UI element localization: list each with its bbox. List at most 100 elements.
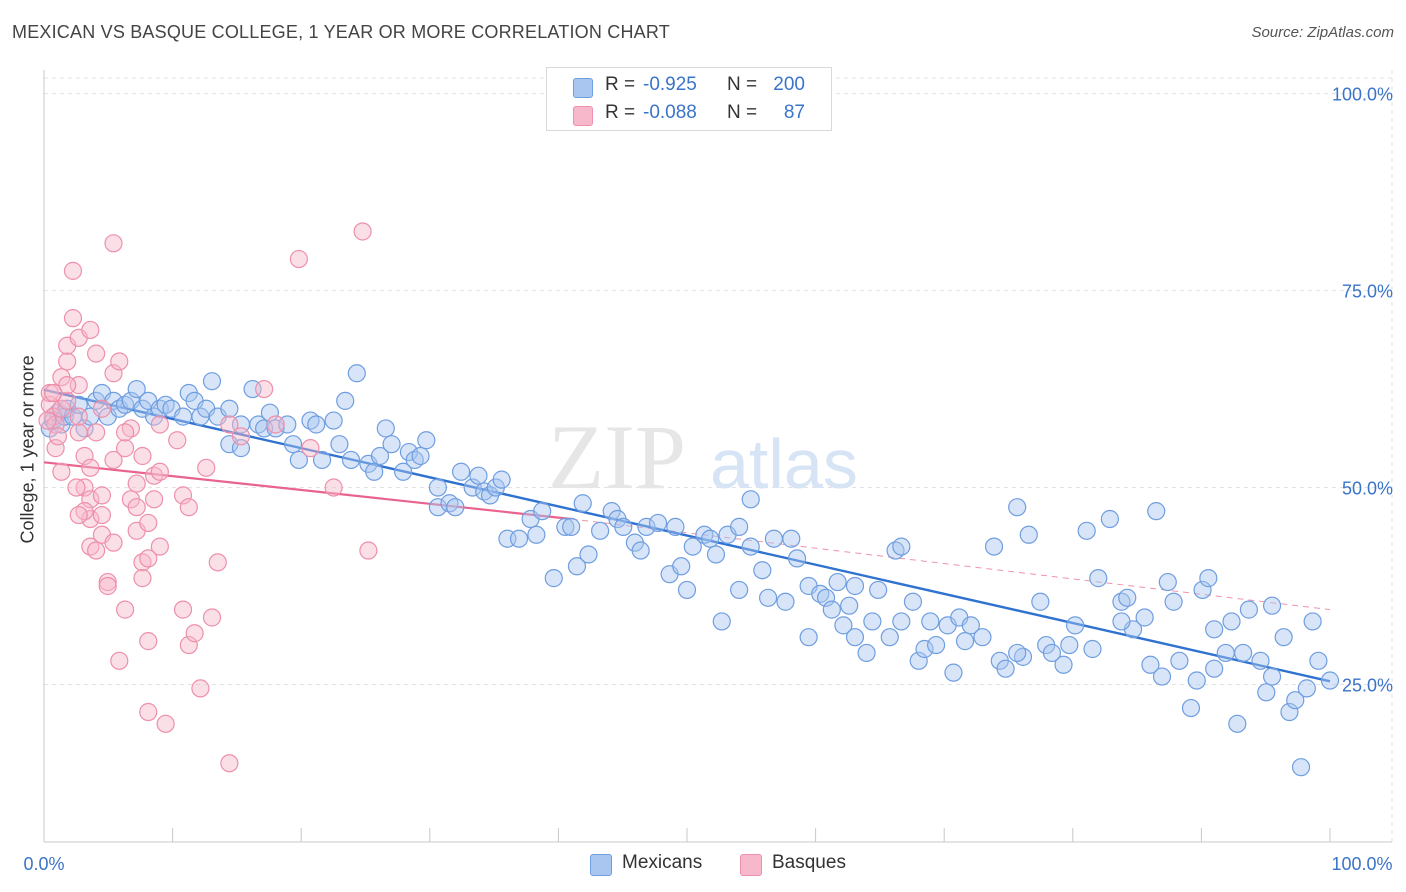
point-mexicans [324,411,343,430]
point-mexicans [776,592,795,611]
point-mexicans [840,596,859,615]
point-mexicans [1019,525,1038,544]
point-mexicans [822,600,841,619]
point-mexicans [127,379,146,399]
point-mexicans [637,517,656,536]
point-mexicans [312,450,332,470]
point-mexicans [556,517,575,536]
point-mexicans [672,557,691,576]
point-mexicans [1239,600,1259,619]
point-mexicans [469,466,488,485]
legend-r-value: -0.088 [643,102,697,123]
legend-n-value: 200 [773,74,805,95]
point-mexicans [845,576,865,596]
point-mexicans [799,628,818,647]
legend-r-label: R = [605,102,636,123]
point-mexicans [1262,596,1282,615]
point-mexicans [446,498,465,517]
point-basques [69,505,88,525]
point-mexicans [758,588,778,607]
y-tick-label: 25.0% [1342,675,1393,695]
point-mexicans [1216,643,1235,663]
point-mexicans [341,450,361,470]
point-mexicans [880,628,899,647]
point-mexicans [1042,643,1062,663]
point-basques [127,474,146,493]
point-mexicans [955,632,975,651]
stats-legend: R = -0.925 N = 200 R = -0.088 N = 87 [546,67,832,131]
point-mexicans [289,450,308,470]
point-mexicans [648,513,668,533]
legend-n-label: N = [727,74,758,95]
point-basques [75,446,94,466]
point-mexicans [828,572,847,592]
point-basques [98,576,117,596]
point-basques [266,415,285,434]
point-mexicans [527,525,546,544]
point-mexicans [567,557,587,576]
point-mexicans [741,490,760,509]
point-mexicans [903,592,923,611]
point-mexicans [260,403,280,422]
point-mexicans [336,391,355,410]
point-mexicans [845,628,865,647]
point-mexicans [816,588,836,607]
point-mexicans [1262,667,1282,686]
point-basques [150,462,169,481]
legend-n-value: 87 [783,102,805,123]
point-basques [173,486,193,505]
point-basques [255,379,274,399]
point-basques [202,608,222,627]
point-mexicans [944,663,963,682]
point-mexicans [1170,651,1189,670]
y-tick-label: 50.0% [1342,479,1393,499]
point-basques [139,632,158,651]
point-mexicans [1158,572,1177,592]
point-mexicans [996,659,1015,678]
point-basques [133,446,152,466]
point-basques [104,364,123,383]
point-mexicans [579,545,598,564]
point-mexicans [1112,612,1131,631]
point-basques [231,427,251,446]
point-mexicans [463,478,482,497]
y-tick-label: 100.0% [1332,85,1393,105]
point-mexicans [1193,580,1212,600]
point-mexicans [266,419,285,438]
point-mexicans [283,435,303,454]
point-basques [115,423,135,442]
point-basques [46,439,65,458]
point-mexicans [1060,635,1079,655]
point-mexicans [1228,714,1247,733]
trend-lines [43,388,1331,683]
point-mexicans [1164,592,1183,611]
point-mexicans [631,541,650,560]
point-mexicans [869,580,888,600]
point-basques [38,411,57,430]
point-mexicans [330,435,349,454]
point-mexicans [220,399,239,418]
point-mexicans [1303,612,1322,631]
point-mexicans [1008,643,1027,663]
point-mexicans [1147,502,1166,521]
point-basques [110,651,129,670]
tick-labels: 25.0% 50.0% 75.0% 100.0% 0.0% 100.0% [23,85,1393,874]
point-basques [139,702,158,722]
point-basques [87,344,106,363]
point-mexicans [915,639,934,659]
axes [43,70,1392,843]
point-basques [191,679,210,698]
x-tick-label: 0.0% [23,854,64,874]
point-basques [301,439,320,458]
point-basques [179,498,198,517]
point-mexicans [1199,569,1218,588]
point-mexicans [1286,691,1305,710]
point-mexicans [1297,679,1316,698]
point-basques [98,572,117,592]
point-mexicans [1089,569,1108,588]
point-basques [81,490,100,509]
point-mexicans [1066,616,1085,635]
point-basques [168,431,187,450]
point-mexicans [892,612,911,631]
point-basques [104,234,123,253]
